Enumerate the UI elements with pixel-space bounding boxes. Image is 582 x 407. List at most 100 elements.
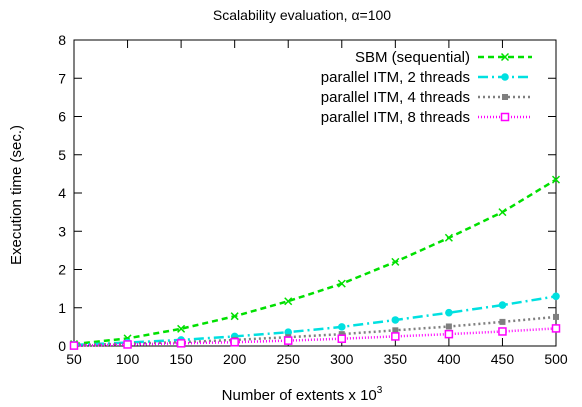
series-3-point [230,337,239,347]
y-tick-label: 0 [58,338,66,354]
series-2-point [499,318,506,325]
series-1-point [391,316,400,324]
series-1-point [337,323,346,331]
x-axis-label-exponent: 3 [377,385,383,396]
series-2-point-shape [553,313,559,320]
series-0-point [551,175,561,184]
x-tick-label: 200 [223,351,247,367]
series-0-point-stroke-b [230,312,239,321]
series-1-point [284,328,293,337]
series-2-point-shape [392,327,399,334]
series-0-point-stroke-b [551,175,561,184]
series-3-point [391,332,400,341]
series-2-point [445,323,452,330]
x-tick-label: 400 [437,351,461,367]
series-1-point-shape [498,301,507,309]
series-3-point [176,339,186,348]
series-2-point-shape [499,318,506,325]
y-tick-label: 5 [58,147,66,163]
x-axis-label: Number of extents x 103 [222,385,383,404]
series-3-point-shape [230,337,239,347]
series-1-point-shape [552,292,560,301]
y-tick-label: 6 [58,109,66,125]
y-axis-label: Execution time (sec.) [8,125,25,265]
series-1-point [552,292,560,301]
plot-frame [73,39,557,347]
series-0-point [391,257,400,266]
series-1-point [498,301,507,309]
series-3-point [444,329,454,339]
series-0-point-stroke-b [498,208,507,217]
series-0-point [444,233,453,242]
legend-marker-3 [500,112,510,122]
series-3-point-shape [283,336,293,345]
series-3-point [337,334,347,343]
series-0-point [284,297,293,306]
series-0-point [230,312,239,321]
y-tick-label: 2 [58,262,66,278]
x-tick-label: 150 [169,351,193,367]
legend-marker-2-shape [502,94,508,100]
y-tick-label: 1 [58,300,66,316]
series-3-point-shape [551,324,561,333]
y-tick-label: 7 [58,70,66,86]
x-tick-label: 50 [66,351,82,367]
series-3-point-shape [498,327,507,336]
series-2-point-shape [338,331,345,338]
series-1-point-shape [284,328,293,337]
series-line-3 [73,327,557,347]
series-3-point [123,340,132,349]
x-tick-label: 300 [330,351,354,367]
legend-marker-0-stroke-b [500,52,510,62]
series-0-point-stroke-b [337,279,346,288]
series-3-point-shape [444,329,454,339]
series-2-point [338,331,345,338]
y-tick-label: 3 [58,223,66,239]
x-tick-label: 350 [384,351,408,367]
series-1-point-shape [391,316,400,324]
series-2-point [553,313,559,320]
x-tick-label: 450 [491,351,515,367]
x-axis-label-text: Number of extents x 10 [222,387,377,404]
series-0-point-stroke-b [391,257,400,266]
series-0-point-stroke-b [444,233,453,242]
legend-marker-1 [501,73,509,81]
series-0-point [177,324,186,333]
series-3-point-shape [123,340,132,349]
series-3-point-shape [391,332,400,341]
series-3-point [551,324,561,333]
legend-marker-1-shape [501,73,509,81]
series-3-point-shape [337,334,347,343]
series-3-point-shape [176,339,186,348]
series-3-point [498,327,507,336]
series-0-point-stroke-b [284,297,293,306]
series-3-point [283,336,293,345]
legend: SBM (sequential) parallel ITM, 2 threads p… [321,49,532,126]
legend-marker-2 [502,94,508,100]
series-0-point [337,279,346,288]
y-tick-label: 8 [58,32,66,48]
series-line-0 [73,178,557,346]
series-1-point-shape [337,323,346,331]
legend-marker-3-shape [500,112,510,122]
series-0-point-stroke-b [177,324,186,333]
series-line-2 [73,315,557,347]
legend-label-3: parallel ITM, 8 threads [321,109,470,126]
legend-label-2: parallel ITM, 4 threads [321,89,470,106]
series-3-point-shape [69,341,79,350]
x-tick-label: 250 [277,351,301,367]
chart-title: Scalability evaluation, α=100 [213,7,391,23]
series-0-point [498,208,507,217]
x-tick-label: 100 [116,351,140,367]
y-tick-label: 4 [58,185,66,201]
series-2-point-shape [445,323,452,330]
legend-label-0: SBM (sequential) [355,49,470,66]
series-1-point [445,308,453,317]
plot-area: 0 1 2 3 4 5 6 7 8 50 100 150 200 250 300 350 400 450 500 [58,32,568,367]
legend-marker-0 [500,52,510,62]
series-3-point [69,341,79,350]
x-tick-label: 500 [544,351,568,367]
series-1-point-shape [445,308,453,317]
series-2-point [392,327,399,334]
